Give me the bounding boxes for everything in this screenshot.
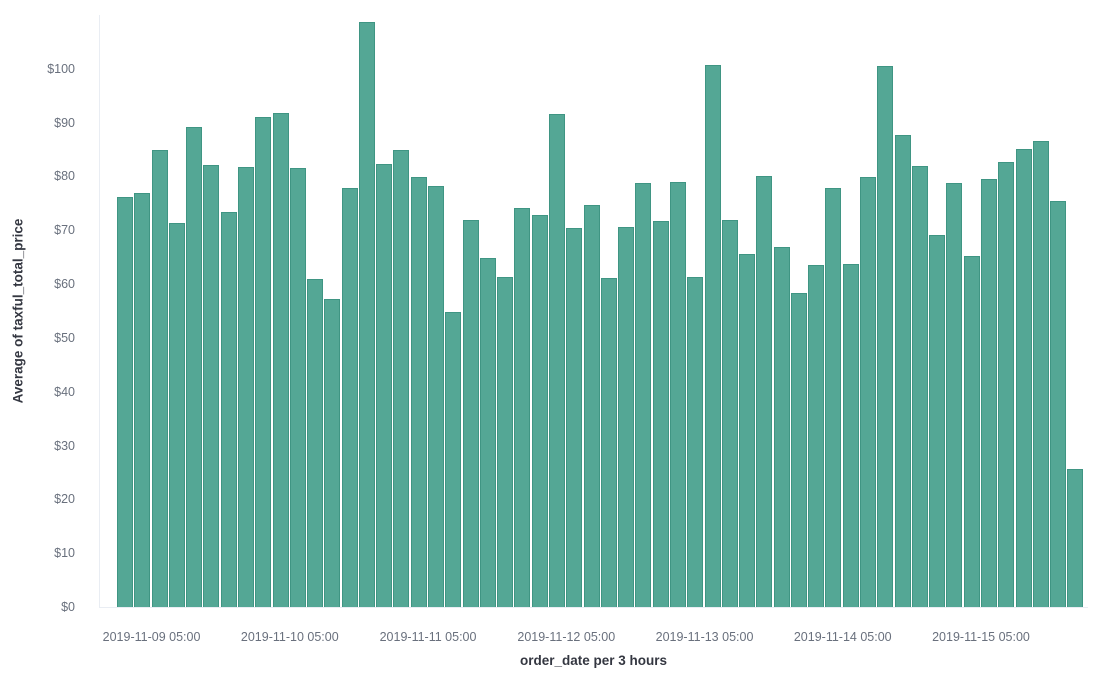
x-tick-label: 2019-11-10 05:00 [240,630,339,644]
bar[interactable] [151,149,168,607]
x-tick-label: 2019-11-15 05:00 [932,630,1030,644]
x-axis-tick-labels: 2019-11-09 05:00 2019-11-10 05:00 2019-11-… [100,630,1087,646]
bar[interactable] [929,234,946,607]
bar[interactable] [894,135,911,607]
bar[interactable] [618,226,635,607]
bar[interactable] [583,204,600,607]
bar[interactable] [756,175,773,607]
y-tick-label: $10 [54,546,75,561]
bar[interactable] [773,246,790,607]
bar[interactable] [255,116,272,607]
x-tick-label: 2019-11-12 05:00 [517,630,616,644]
bar[interactable] [1050,200,1067,607]
bar[interactable] [704,65,721,607]
bar[interactable] [981,178,997,607]
bar[interactable] [946,182,963,607]
bar[interactable] [117,196,133,607]
bar[interactable] [514,208,531,607]
y-tick-label: $0 [61,600,75,614]
bar[interactable] [790,292,807,607]
bar[interactable] [168,223,185,607]
y-axis-tick-labels: $0 $10 $20 $30 $40 $50 $60 $70 $80 $90 $100 [0,0,75,679]
bar[interactable] [341,187,358,607]
x-axis-title: order_date per 3 hours [519,653,668,668]
y-tick-label: $90 [54,115,75,130]
bar[interactable] [860,177,877,607]
bar[interactable] [497,276,514,607]
bar[interactable] [549,114,565,607]
bar[interactable] [652,221,669,607]
plot-area[interactable] [99,15,1088,608]
y-tick-label: $30 [54,438,75,453]
bar[interactable] [1015,149,1032,607]
bar[interactable] [566,228,583,607]
bar[interactable] [272,112,289,607]
bar[interactable] [186,126,203,607]
bar[interactable] [531,214,548,607]
bar[interactable] [635,182,652,607]
bar[interactable] [1067,468,1084,607]
y-tick-label: $70 [54,223,75,238]
x-tick-label: 2019-11-11 05:00 [379,630,477,644]
bar[interactable] [1032,140,1049,607]
x-tick-label: 2019-11-13 05:00 [655,630,754,644]
bar[interactable] [428,186,445,607]
bar[interactable] [376,163,393,607]
bar[interactable] [134,192,151,607]
bar[interactable] [825,187,842,607]
bar[interactable] [669,181,686,607]
bar[interactable] [721,220,738,607]
bar[interactable] [307,278,324,607]
y-tick-label: $100 [47,61,75,76]
bar[interactable] [600,277,617,607]
y-tick-label: $50 [54,330,75,345]
bar[interactable] [220,211,237,607]
bar[interactable] [687,276,704,607]
x-tick-label: 2019-11-14 05:00 [793,630,892,644]
bar[interactable] [203,164,220,607]
bar[interactable] [963,255,980,607]
bar[interactable] [445,311,462,607]
bar[interactable] [911,165,928,607]
y-tick-label: $80 [54,169,75,184]
y-tick-label: $40 [54,384,75,399]
y-tick-label: $20 [54,492,75,507]
bar[interactable] [808,264,825,607]
bar[interactable] [842,263,859,607]
bar[interactable] [410,177,427,607]
x-tick-label: 2019-11-09 05:00 [102,630,201,644]
bar[interactable] [739,253,756,607]
bar[interactable] [479,257,496,607]
y-tick-label: $60 [54,277,75,292]
bar[interactable] [324,298,341,607]
bar[interactable] [998,161,1015,607]
bar[interactable] [237,167,254,607]
bar[interactable] [462,219,479,607]
bar[interactable] [289,167,306,607]
bar[interactable] [358,22,375,607]
bar[interactable] [877,65,894,607]
bar[interactable] [393,149,410,607]
